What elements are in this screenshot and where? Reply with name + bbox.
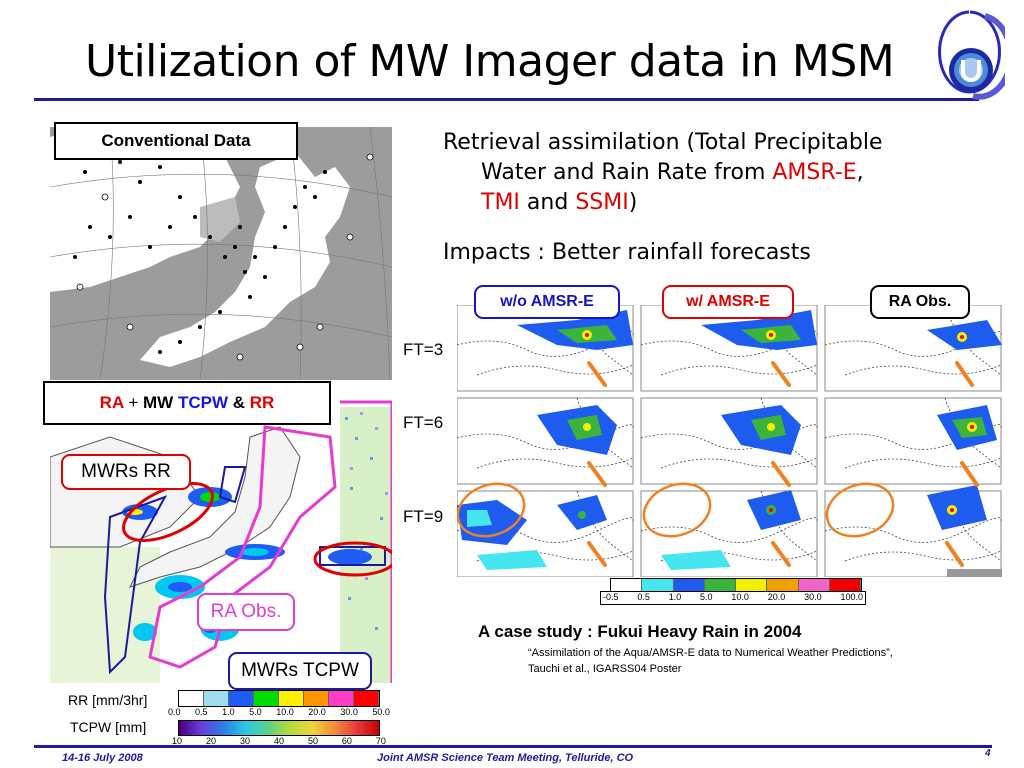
forecast-color-swatch xyxy=(767,579,799,591)
citation-line1: “Assimilation of the Aqua/AMSR-E data to… xyxy=(528,647,893,659)
plus-text: + xyxy=(128,393,139,412)
tcpw-legend-label: TCPW [mm] xyxy=(70,719,147,735)
row-label-ft6: FT=6 xyxy=(403,413,444,432)
fc-tick: 20.0 xyxy=(767,592,786,602)
rr-tick: 5.0 xyxy=(249,707,262,717)
conventional-data-map xyxy=(50,127,392,380)
forecast-colorbar-ticks: -0.5 0.5 1.0 5.0 10.0 20.0 30.0 100.0 xyxy=(600,591,866,605)
with-amsr-label: w/ AMSR-E xyxy=(662,285,794,319)
rr-tick: 30.0 xyxy=(340,707,358,717)
bullet-retrieval-line1: Retrieval assimilation (Total Precipitab… xyxy=(443,130,883,155)
citation-line2: Tauchi et al., IGARSS04 Poster xyxy=(528,663,682,675)
title-divider xyxy=(34,98,979,101)
bullet-retrieval-text: Water and Rain Rate from xyxy=(481,160,773,185)
tcpw-tick: 40 xyxy=(273,736,284,746)
tcpw-colorbar xyxy=(178,720,380,736)
rr-color-swatch xyxy=(254,691,279,706)
rr-color-swatch xyxy=(354,691,379,706)
fc-tick: 0.5 xyxy=(637,592,650,602)
rr-tick: 10.0 xyxy=(276,707,294,717)
conventional-data-label: Conventional Data xyxy=(54,122,298,160)
rr-tick: 50.0 xyxy=(372,707,390,717)
case-study-title: A case study : Fukui Heavy Rain in 2004 xyxy=(478,622,802,641)
row-label-ft9: FT=9 xyxy=(403,507,444,526)
forecast-color-swatch xyxy=(736,579,768,591)
ssmi-text: SSMI xyxy=(575,190,629,215)
page-number: 4 xyxy=(985,748,991,759)
rr-tick: 1.0 xyxy=(222,707,235,717)
rr-color-swatch xyxy=(304,691,329,706)
amp-text: & xyxy=(232,393,246,412)
without-amsr-label: w/o AMSR-E xyxy=(474,285,620,319)
rr-color-swatch xyxy=(179,691,204,706)
bullet-impacts: Impacts : Better rainfall forecasts xyxy=(443,240,811,265)
tcpw-tick: 70 xyxy=(375,736,386,746)
rr-text: RR xyxy=(249,393,275,412)
fc-tick: -0.5 xyxy=(603,592,619,602)
footer-date: 14-16 July 2008 xyxy=(62,752,143,764)
fc-tick: 1.0 xyxy=(668,592,682,602)
forecast-color-swatch xyxy=(673,579,705,591)
comma-text: , xyxy=(856,160,864,185)
tcpw-tick: 10 xyxy=(172,736,183,746)
footer-meeting: Joint AMSR Science Team Meeting, Telluri… xyxy=(377,752,634,764)
close-paren-text: ) xyxy=(628,190,638,215)
tcpw-tick: 30 xyxy=(239,736,250,746)
footer-divider xyxy=(34,745,992,748)
forecast-color-swatch xyxy=(611,579,643,591)
rr-tick: 0.5 xyxy=(195,707,208,717)
bullet-retrieval: Retrieval assimilation (Total Precipitab… xyxy=(443,128,983,218)
rr-color-swatch xyxy=(279,691,304,706)
rr-color-swatch xyxy=(204,691,229,706)
bullet-retrieval-line3: TMI and SSMI) xyxy=(443,188,983,218)
ra-mw-map xyxy=(50,397,392,683)
tcpw-tick: 20 xyxy=(205,736,216,746)
tcpw-tick: 50 xyxy=(307,736,318,746)
ra-obs-callout: RA Obs. xyxy=(197,593,295,631)
ra-obs-label: RA Obs. xyxy=(870,285,970,319)
tcpw-text: TCPW xyxy=(177,393,229,412)
row-label-ft3: FT=3 xyxy=(403,340,444,359)
tcpw-tick: 60 xyxy=(341,736,352,746)
and-text: and xyxy=(519,190,576,215)
fc-tick: 100.0 xyxy=(840,592,863,602)
forecast-color-swatch xyxy=(829,579,861,591)
bullet-retrieval-line2: Water and Rain Rate from AMSR-E, xyxy=(443,158,983,188)
fc-tick: 10.0 xyxy=(731,592,749,602)
fc-tick: 30.0 xyxy=(804,592,822,602)
rr-color-swatch xyxy=(229,691,254,706)
forecast-color-swatch xyxy=(798,579,830,591)
ra-text: RA xyxy=(99,393,124,412)
rr-colorbar xyxy=(178,690,380,707)
mw-text: MW xyxy=(143,393,174,412)
amsr-e-text: AMSR-E xyxy=(772,160,857,185)
rr-tick: 20.0 xyxy=(308,707,326,717)
slide-title: Utilization of MW Imager data in MSM xyxy=(85,36,895,87)
rr-color-swatch xyxy=(329,691,354,706)
rr-legend-label: RR [mm/3hr] xyxy=(68,692,148,708)
ra-mw-label: RA + MW TCPW & RR xyxy=(43,381,331,425)
logo-icon xyxy=(938,10,1005,100)
forecast-color-swatch xyxy=(704,579,736,591)
mwrs-tcpw-callout: MWRs TCPW xyxy=(228,652,372,690)
fc-tick: 5.0 xyxy=(700,592,713,602)
forecast-colorbar xyxy=(610,578,862,592)
tcpw-ticks: 10 20 30 40 50 60 70 xyxy=(172,736,386,746)
tmi-text: TMI xyxy=(481,190,520,215)
forecast-color-swatch xyxy=(642,579,674,591)
rr-ticks: 0.0 0.5 1.0 5.0 10.0 20.0 30.0 50.0 xyxy=(168,707,390,717)
mwrs-rr-callout: MWRs RR xyxy=(61,454,191,490)
rr-tick: 0.0 xyxy=(168,707,181,717)
forecast-grid xyxy=(456,304,1002,578)
